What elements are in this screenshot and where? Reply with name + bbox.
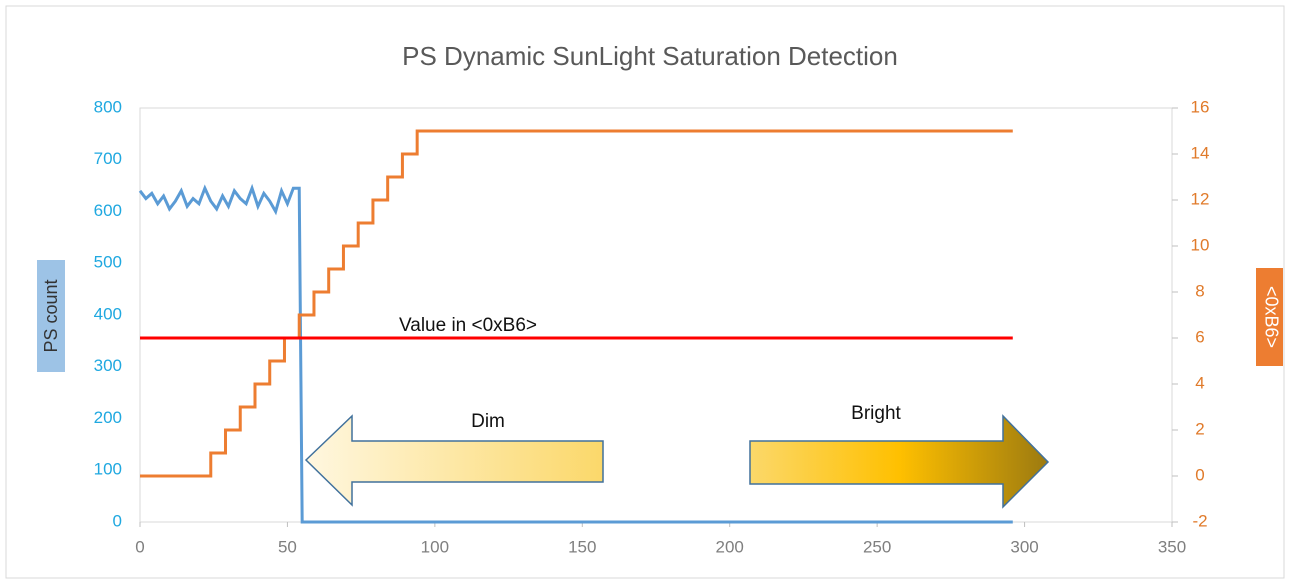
y2-tick-label: -2	[1192, 511, 1207, 530]
y2-tick-label: 16	[1191, 97, 1210, 116]
series-line	[140, 129, 1013, 478]
y-tick-label: 700	[94, 149, 122, 168]
y-axis-label: PS count	[41, 279, 61, 352]
y-tick-label: 100	[94, 460, 122, 479]
x-tick-label: 150	[568, 537, 596, 556]
y-tick-label: 400	[94, 304, 122, 323]
x-tick-label: 0	[135, 537, 144, 556]
chart-frame	[5, 5, 1285, 579]
x-tick-label: 250	[863, 537, 891, 556]
annotation: Value in <0xB6>	[399, 315, 537, 336]
y2-tick-label: 12	[1191, 189, 1210, 208]
y2-tick-label: 0	[1195, 465, 1204, 484]
y2-tick-label: 8	[1195, 281, 1204, 300]
series-line	[138, 183, 1013, 524]
y2-tick-label: 6	[1195, 327, 1204, 346]
y-tick-label: 300	[94, 356, 122, 375]
y2-label-box	[1256, 268, 1283, 366]
x-tick-label: 200	[716, 537, 744, 556]
y2-tick-label: 4	[1195, 373, 1204, 392]
bright-arrow	[749, 414, 1050, 509]
x-tick-label: 300	[1010, 537, 1038, 556]
y2-tick-label: 14	[1191, 143, 1210, 162]
chart-title: PS Dynamic SunLight Saturation Detection	[402, 41, 898, 71]
annotation: Bright	[851, 403, 901, 424]
dim-arrow	[304, 414, 604, 507]
y2-tick-label: 10	[1191, 235, 1210, 254]
y-tick-label: 0	[113, 511, 122, 530]
x-tick-label: 100	[421, 537, 449, 556]
y-tick-label: 200	[94, 408, 122, 427]
y2-axis-label: <0xB6>	[1261, 286, 1281, 348]
y-tick-label: 800	[94, 97, 122, 116]
y-tick-label: 500	[94, 253, 122, 272]
annotation: Dim	[471, 411, 505, 432]
x-tick-label: 350	[1158, 537, 1186, 556]
y-tick-label: 600	[94, 201, 122, 220]
y2-tick-label: 2	[1195, 419, 1204, 438]
x-tick-label: 50	[278, 537, 297, 556]
y-label-box	[37, 260, 65, 372]
